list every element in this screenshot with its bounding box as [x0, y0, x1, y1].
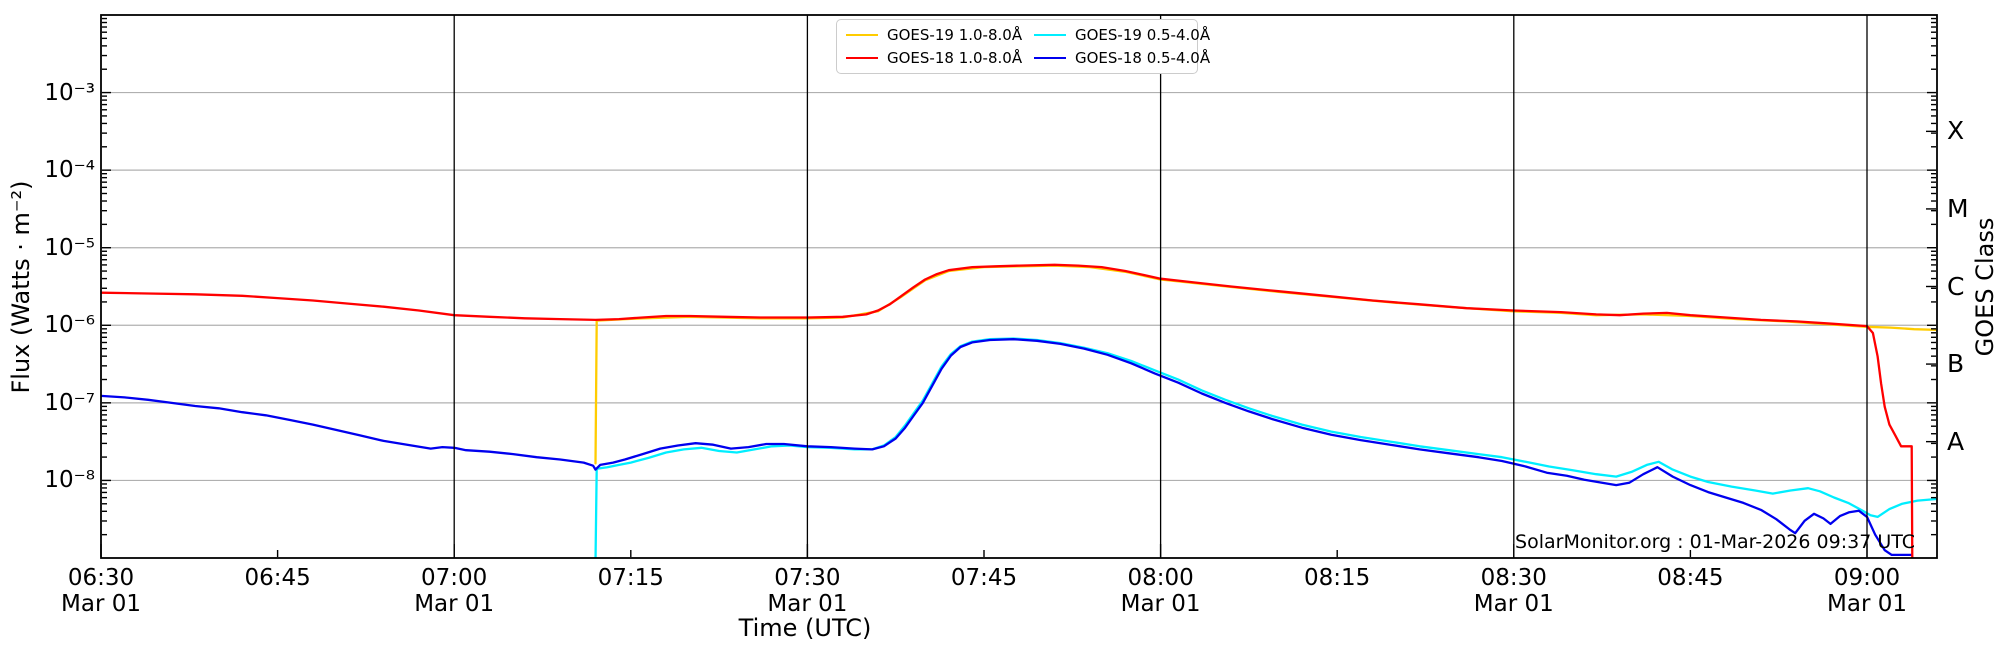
x-tick-date-08:30: Mar 01 — [1473, 591, 1554, 617]
y-axis-label-flux: Flux (Watts · m⁻²) — [7, 180, 35, 394]
legend-line-goes19-long — [846, 33, 878, 36]
legend-label-goes18-short: GOES-18 0.5-4.0Å — [1075, 49, 1211, 68]
legend: GOES-19 1.0-8.0Å GOES-18 1.0-8.0Å GOES-1… — [836, 19, 1210, 74]
x-tick-date-07:30: Mar 01 — [767, 591, 848, 617]
series-line-goes19-short — [594, 337, 1937, 558]
x-tick-label-08:30: 08:30 — [1480, 565, 1547, 591]
legend-line-goes18-short — [1034, 57, 1066, 60]
y-axis-label-goes-class: GOES Class — [1971, 217, 1999, 357]
x-axis-label-time: Time (UTC) — [738, 614, 872, 642]
x-tick-label-07:45: 07:45 — [950, 565, 1018, 591]
legend-item-goes19-short: GOES-19 0.5-4.0Å — [1034, 26, 1210, 44]
x-tick-label-06:45: 06:45 — [244, 565, 311, 591]
x-tick-label-07:30: 07:30 — [774, 565, 841, 591]
y-tick-label--7: 10⁻⁷ — [44, 389, 95, 416]
y-tick-label--8: 10⁻⁸ — [44, 467, 95, 494]
goes-class-letter-X: X — [1947, 116, 1965, 146]
x-tick-label-06:30: 06:30 — [67, 565, 135, 591]
x-tick-label-09:00: 09:00 — [1833, 565, 1901, 591]
goes-class-letter-M: M — [1947, 193, 1969, 223]
x-tick-label-08:45: 08:45 — [1657, 565, 1724, 591]
y-tick-label--6: 10⁻⁶ — [44, 312, 95, 339]
x-tick-date-06:30: Mar 01 — [61, 591, 141, 617]
goes-class-letter-B: B — [1947, 349, 1965, 379]
x-tick-date-08:00: Mar 01 — [1120, 591, 1201, 617]
x-tick-label-08:00: 08:00 — [1127, 565, 1194, 591]
series-line-goes18-short — [101, 338, 1913, 557]
y-tick-label--5: 10⁻⁵ — [44, 234, 95, 261]
legend-label-goes19-short: GOES-19 0.5-4.0Å — [1075, 25, 1211, 44]
goes-class-letter-A: A — [1947, 426, 1965, 456]
legend-item-goes18-long: GOES-18 1.0-8.0Å — [846, 49, 1034, 67]
goes-class-letter-C: C — [1947, 271, 1965, 301]
y-tick-label--3: 10⁻³ — [44, 79, 95, 106]
watermark-solarmonitor: SolarMonitor.org : 01-Mar-2026 09:37 UTC — [1515, 531, 1915, 553]
series-line-goes19-long — [594, 264, 1937, 465]
plot-border — [100, 14, 1938, 559]
tick-marks — [100, 17, 1936, 557]
x-tick-date-09:00: Mar 01 — [1827, 591, 1907, 617]
legend-item-goes19-long: GOES-19 1.0-8.0Å — [846, 26, 1034, 44]
x-tick-label-07:00: 07:00 — [421, 565, 488, 591]
legend-label-goes18-long: GOES-18 1.0-8.0Å — [887, 49, 1023, 68]
legend-label-goes19-long: GOES-19 1.0-8.0Å — [887, 25, 1023, 44]
legend-line-goes18-long — [846, 57, 878, 60]
x-tick-date-07:00: Mar 01 — [414, 591, 495, 617]
x-tick-label-07:15: 07:15 — [597, 565, 664, 591]
series-line-goes18-long — [101, 263, 1914, 558]
x-tick-label-08:15: 08:15 — [1304, 565, 1371, 591]
legend-line-goes19-short — [1034, 33, 1066, 36]
y-tick-label--4: 10⁻⁴ — [44, 157, 95, 184]
legend-item-goes18-short: GOES-18 0.5-4.0Å — [1034, 49, 1210, 67]
